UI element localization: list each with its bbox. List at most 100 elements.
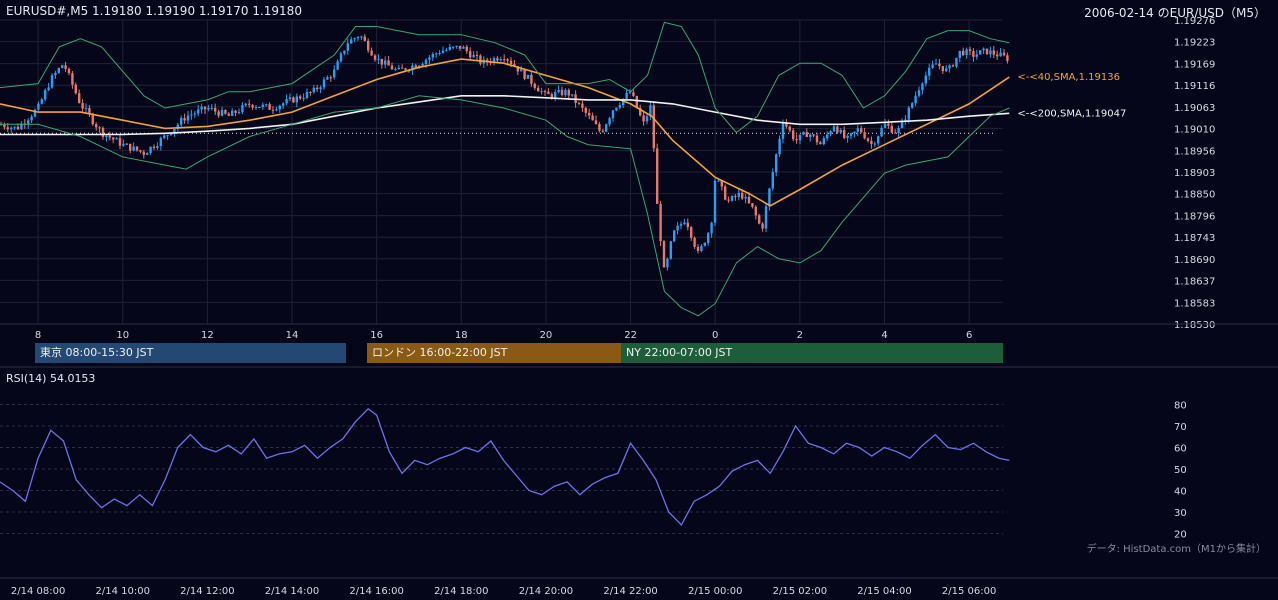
candle-body bbox=[156, 146, 159, 148]
header-left: EURUSD#,M5 1.19180 1.19190 1.19170 1.191… bbox=[6, 4, 302, 18]
x-tick-label: 0 bbox=[712, 330, 718, 341]
x-tick-label: 6 bbox=[966, 330, 972, 341]
candle-body bbox=[292, 97, 295, 103]
candle-body bbox=[10, 127, 13, 130]
candle-body bbox=[900, 120, 904, 129]
candle-body bbox=[849, 133, 853, 136]
sma40-line bbox=[0, 58, 1010, 207]
candle-body bbox=[367, 40, 370, 51]
candle-body bbox=[914, 95, 917, 104]
candle-body bbox=[265, 104, 268, 106]
candle-body bbox=[564, 89, 567, 96]
sma40-label: <-<40,SMA,1.19136 bbox=[1017, 72, 1120, 83]
y-tick-label: 1.19063 bbox=[1174, 103, 1215, 114]
candle-body bbox=[373, 55, 377, 60]
session-tokyo: 東京 08:00-15:30 JST bbox=[35, 343, 346, 363]
candle-body bbox=[316, 87, 319, 90]
candle-body bbox=[764, 206, 768, 229]
candle-body bbox=[360, 36, 363, 38]
candle-body bbox=[968, 49, 972, 51]
rsi-x-tick-label: 2/14 14:00 bbox=[265, 586, 319, 597]
candle-body bbox=[91, 114, 94, 125]
candle-body bbox=[135, 146, 139, 151]
candle-body bbox=[703, 242, 706, 246]
rsi-x-tick-label: 2/14 12:00 bbox=[180, 586, 234, 597]
candle-body bbox=[190, 114, 193, 116]
candle-body bbox=[999, 52, 1002, 57]
candle-body bbox=[870, 140, 873, 145]
candle-body bbox=[904, 119, 907, 121]
candle-body bbox=[584, 107, 587, 113]
candle-body bbox=[720, 180, 723, 187]
source-note: データ: HistData.com（M1から集計） bbox=[1086, 544, 1266, 555]
candle-body bbox=[234, 110, 237, 113]
candle-body bbox=[887, 123, 890, 126]
candle-body bbox=[356, 37, 360, 39]
candle-body bbox=[924, 75, 927, 84]
candle-body bbox=[244, 103, 247, 106]
candle-body bbox=[282, 103, 285, 106]
candle-body bbox=[679, 224, 683, 226]
candle-body bbox=[520, 69, 523, 72]
candle-body bbox=[761, 223, 764, 229]
candle-body bbox=[200, 106, 203, 110]
candle-body bbox=[220, 110, 224, 116]
candle-body bbox=[159, 138, 162, 147]
candle-body bbox=[979, 50, 982, 55]
candle-body bbox=[47, 87, 50, 91]
candle-body bbox=[754, 206, 757, 216]
candle-body bbox=[526, 74, 530, 79]
candle-body bbox=[101, 128, 105, 137]
x-tick-label: 16 bbox=[370, 330, 383, 341]
candle-body bbox=[649, 105, 652, 117]
candle-body bbox=[768, 188, 771, 207]
candle-body bbox=[537, 87, 540, 92]
candle-body bbox=[40, 99, 43, 104]
candle-body bbox=[98, 127, 101, 129]
rsi-y-tick-label: 60 bbox=[1174, 443, 1187, 454]
rsi-y-tick-label: 20 bbox=[1174, 530, 1187, 541]
candle-body bbox=[30, 116, 33, 121]
candle-body bbox=[462, 46, 465, 49]
candle-body bbox=[6, 127, 9, 130]
candle-body bbox=[588, 112, 591, 116]
candle-body bbox=[95, 124, 98, 128]
sma200-label: <-<200,SMA,1.19047 bbox=[1017, 108, 1126, 119]
candle-body bbox=[853, 131, 856, 134]
candle-body bbox=[642, 115, 645, 122]
candle-body bbox=[608, 118, 611, 125]
candle-body bbox=[16, 126, 20, 130]
candle-body bbox=[67, 68, 71, 74]
y-tick-label: 1.18690 bbox=[1174, 255, 1215, 266]
candle-body bbox=[985, 48, 989, 55]
candle-body bbox=[33, 109, 37, 117]
candle-body bbox=[61, 65, 64, 69]
candle-body bbox=[934, 63, 938, 65]
candle-body bbox=[237, 112, 241, 114]
candle-body bbox=[163, 135, 166, 139]
rsi-x-tick-label: 2/14 10:00 bbox=[96, 586, 150, 597]
candle-body bbox=[659, 203, 662, 242]
candle-body bbox=[724, 186, 727, 200]
session-ny: NY 22:00-07:00 JST bbox=[621, 343, 1003, 363]
candle-body bbox=[856, 128, 859, 132]
candle-body bbox=[435, 53, 438, 55]
candle-body bbox=[523, 69, 526, 79]
candle-body bbox=[197, 109, 200, 114]
candle-body bbox=[455, 45, 458, 47]
candle-body bbox=[829, 131, 832, 135]
candle-body bbox=[557, 89, 560, 93]
candle-body bbox=[394, 68, 397, 70]
y-tick-label: 1.18743 bbox=[1174, 233, 1215, 244]
candle-body bbox=[700, 245, 703, 251]
candle-body bbox=[384, 60, 387, 65]
candle-body bbox=[176, 124, 179, 129]
rsi-y-tick-label: 80 bbox=[1174, 400, 1187, 411]
y-tick-label: 1.18956 bbox=[1174, 146, 1215, 157]
candle-body bbox=[696, 246, 700, 251]
candle-body bbox=[866, 138, 870, 141]
candle-body bbox=[278, 105, 281, 110]
candle-body bbox=[166, 135, 169, 137]
candle-body bbox=[683, 222, 686, 225]
